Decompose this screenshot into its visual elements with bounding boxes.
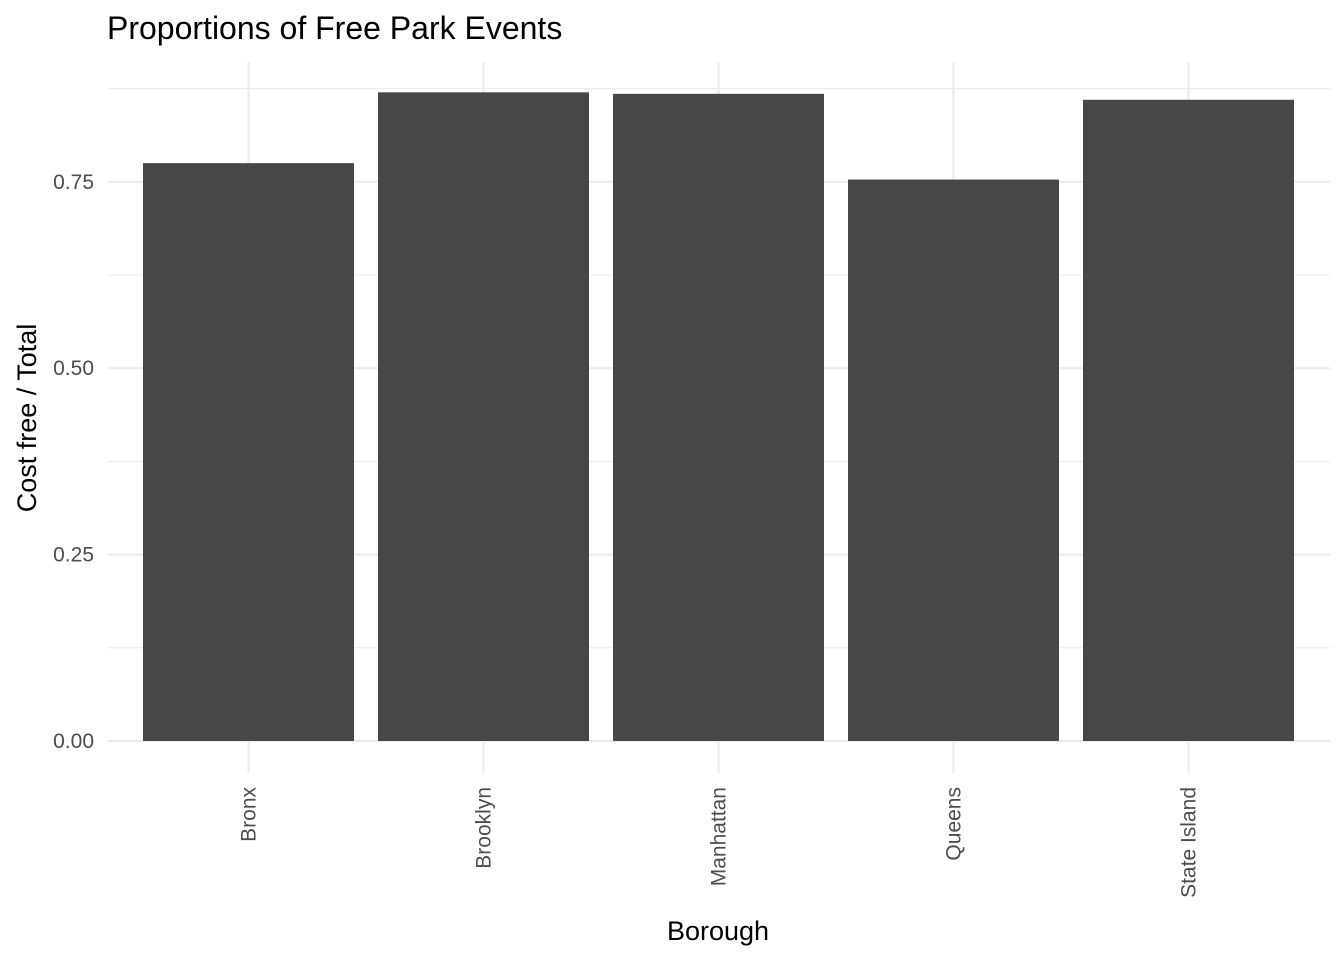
x-tick-label: Bronx: [238, 787, 261, 842]
x-tick-labels: Bronx Brooklyn Manhattan Queens State Island: [238, 787, 1201, 898]
bar-queens: [848, 179, 1059, 741]
y-tick-label: 0.25: [53, 544, 94, 567]
x-tick-label: Brooklyn: [473, 787, 496, 869]
y-tick-label: 0.00: [53, 730, 94, 753]
y-axis-title: Cost free / Total: [12, 324, 42, 513]
x-axis-title: Borough: [667, 916, 769, 946]
bar-manhattan: [613, 93, 824, 741]
bar-state-island: [1083, 99, 1294, 741]
y-tick-labels: 0.00 0.25 0.50 0.75: [53, 171, 94, 753]
bar-brooklyn: [378, 92, 589, 741]
x-tick-label: Manhattan: [708, 787, 731, 886]
bar-bronx: [143, 163, 354, 741]
y-tick-label: 0.50: [53, 357, 94, 380]
bars: [143, 92, 1294, 741]
chart-title: Proportions of Free Park Events: [107, 10, 562, 46]
x-tick-label: Queens: [943, 787, 966, 861]
y-tick-label: 0.75: [53, 171, 94, 194]
x-tick-label: State Island: [1178, 787, 1201, 898]
